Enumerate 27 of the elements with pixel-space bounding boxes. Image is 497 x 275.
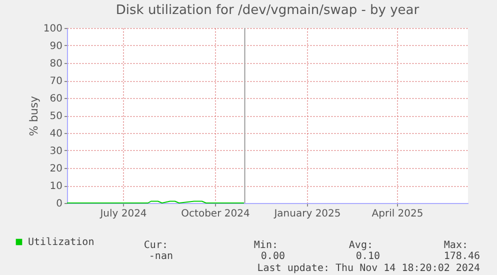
- text: Last update: Thu Nov 14 18:20:02 2024: [257, 263, 480, 274]
- text: 178.46: [444, 251, 480, 262]
- text: Cur:: [144, 240, 168, 251]
- y-tick-label: 80: [50, 58, 62, 70]
- chart-title: Disk utilization for /dev/vgmain/swap - by year: [116, 3, 420, 18]
- x-tick-label: October 2024: [181, 208, 250, 220]
- legend-label: Utilization: [28, 237, 94, 248]
- y-tick-label: 60: [50, 94, 62, 104]
- text: Min:: [254, 240, 278, 251]
- x-tick-label: April 2025: [372, 208, 424, 220]
- y-tick-label: 100: [43, 24, 62, 34]
- y-tick-label: 30: [50, 146, 62, 157]
- y-tick-label: 40: [50, 128, 62, 140]
- text: Max:: [444, 240, 468, 251]
- y-axis-title: % busy: [27, 95, 40, 136]
- y-tick-label: 70: [50, 76, 62, 87]
- text: Avg:: [348, 240, 373, 251]
- y-tick-label: 90: [50, 41, 62, 52]
- y-tick-label: 20: [50, 164, 62, 174]
- text: -nan: [148, 251, 173, 262]
- x-tick-label: July 2024: [99, 208, 147, 220]
- y-tick-label: 10: [50, 181, 62, 192]
- text: 0.00: [260, 251, 285, 262]
- x-tick-label: January 2025: [273, 208, 341, 220]
- y-tick-label: 0: [56, 198, 62, 210]
- text: 0.10: [356, 251, 380, 262]
- y-tick-label: 50: [50, 111, 62, 122]
